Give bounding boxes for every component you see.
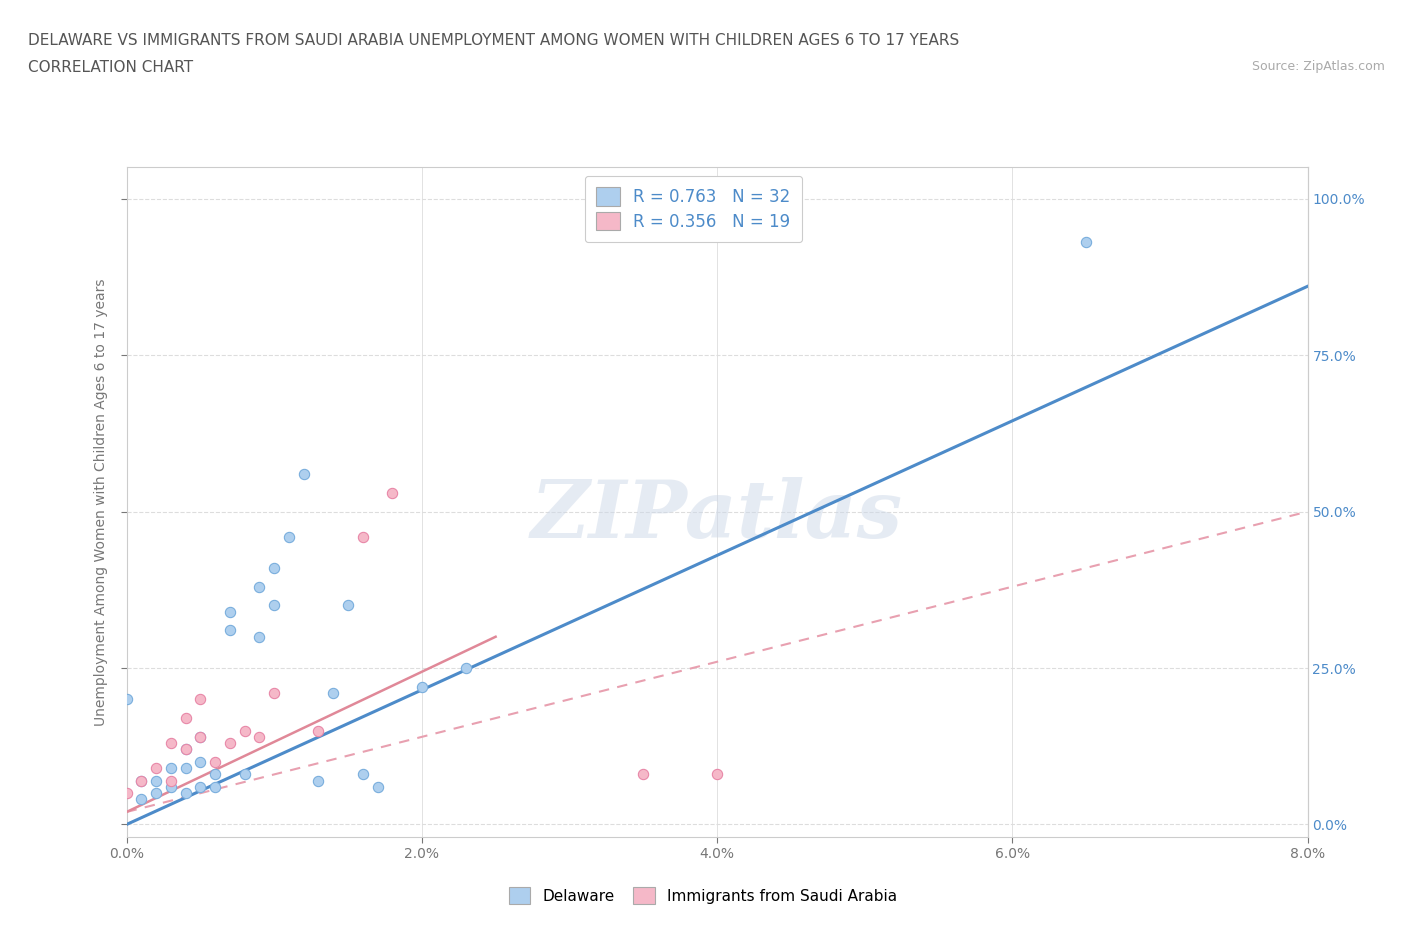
Point <box>233 767 256 782</box>
Point <box>322 685 344 700</box>
Point <box>160 736 183 751</box>
Point <box>115 786 138 801</box>
Point <box>233 724 256 738</box>
Point <box>247 630 270 644</box>
Point <box>204 767 226 782</box>
Point <box>263 598 285 613</box>
Text: ZIPatlas: ZIPatlas <box>531 477 903 554</box>
Point <box>188 729 211 744</box>
Point <box>307 773 329 788</box>
Point <box>411 680 433 695</box>
Point <box>219 604 242 619</box>
Point <box>174 761 197 776</box>
Point <box>219 623 242 638</box>
Point <box>247 579 270 594</box>
Text: DELAWARE VS IMMIGRANTS FROM SAUDI ARABIA UNEMPLOYMENT AMONG WOMEN WITH CHILDREN : DELAWARE VS IMMIGRANTS FROM SAUDI ARABIA… <box>28 33 959 47</box>
Point <box>174 786 197 801</box>
Point <box>129 792 153 807</box>
Point <box>366 779 388 794</box>
Point <box>263 561 285 576</box>
Point <box>247 729 270 744</box>
Legend: R = 0.763   N = 32, R = 0.356   N = 19: R = 0.763 N = 32, R = 0.356 N = 19 <box>585 176 801 242</box>
Point <box>706 767 728 782</box>
Legend: Delaware, Immigrants from Saudi Arabia: Delaware, Immigrants from Saudi Arabia <box>501 878 905 913</box>
Point <box>188 779 211 794</box>
Point <box>204 754 226 769</box>
Point <box>1076 235 1098 250</box>
Point <box>352 529 374 544</box>
Point <box>307 724 329 738</box>
Point <box>454 660 477 675</box>
Point <box>337 598 360 613</box>
Point <box>129 773 153 788</box>
Y-axis label: Unemployment Among Women with Children Ages 6 to 17 years: Unemployment Among Women with Children A… <box>94 278 108 726</box>
Point <box>174 711 197 725</box>
Text: Source: ZipAtlas.com: Source: ZipAtlas.com <box>1251 60 1385 73</box>
Point <box>129 773 153 788</box>
Point <box>174 742 197 757</box>
Point <box>633 767 655 782</box>
Point <box>219 736 242 751</box>
Text: CORRELATION CHART: CORRELATION CHART <box>28 60 193 75</box>
Point <box>160 761 183 776</box>
Point <box>352 767 374 782</box>
Point <box>381 485 404 500</box>
Point <box>278 529 301 544</box>
Point <box>204 779 226 794</box>
Point <box>188 729 211 744</box>
Point <box>160 773 183 788</box>
Point <box>145 773 167 788</box>
Point <box>188 692 211 707</box>
Point <box>160 779 183 794</box>
Point <box>174 742 197 757</box>
Point <box>115 692 138 707</box>
Point <box>292 467 315 482</box>
Point <box>145 786 167 801</box>
Point <box>263 685 285 700</box>
Point <box>145 761 167 776</box>
Point <box>188 754 211 769</box>
